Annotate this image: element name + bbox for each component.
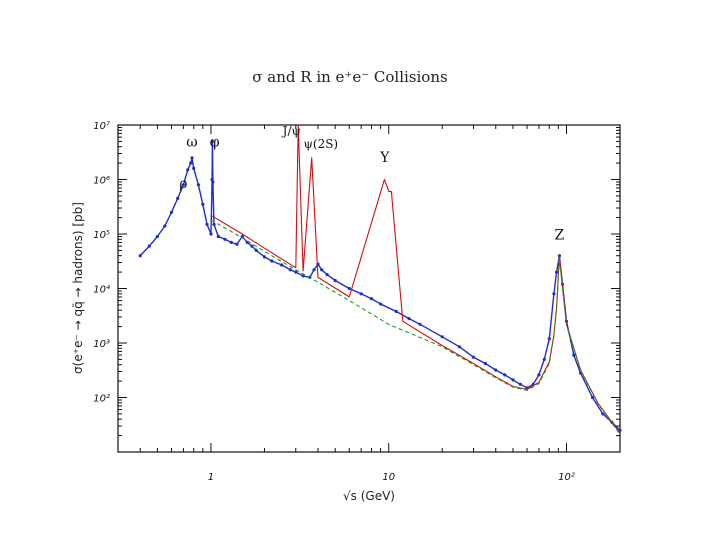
data-point (457, 345, 462, 349)
data-point (138, 254, 142, 258)
x-tick-label: 10² (558, 472, 575, 483)
data-point (163, 224, 167, 228)
data-point (211, 180, 215, 184)
data-point (379, 302, 383, 306)
data-point (547, 337, 551, 341)
y-tick-label: 10³ (93, 339, 110, 350)
data-point (210, 177, 214, 182)
resonance-label: ρ (179, 176, 187, 192)
data-point (471, 355, 476, 359)
data-point (189, 161, 193, 165)
data-point (229, 240, 233, 244)
resonance-label: φ (210, 135, 220, 151)
data-point (333, 278, 337, 283)
data-point (503, 373, 507, 377)
data-point (196, 183, 200, 187)
series-line-0 (139, 140, 621, 431)
data-point (209, 232, 213, 236)
data-point (325, 273, 329, 277)
data-point (212, 222, 216, 226)
series-line-2 (210, 219, 621, 435)
data-point (201, 202, 205, 206)
resonance-label: Z (555, 227, 565, 243)
data-point (235, 242, 239, 246)
data-point (216, 234, 220, 239)
data-point (394, 309, 398, 313)
resonance-label: ω (186, 135, 197, 151)
data-point (618, 428, 622, 432)
data-point (555, 270, 559, 274)
data-point (494, 368, 498, 372)
data-point (537, 373, 541, 377)
data-point (590, 395, 595, 400)
data-point (359, 292, 363, 296)
resonance-label: Υ (379, 150, 390, 166)
y-tick-label: 10⁵ (93, 230, 110, 241)
data-point (210, 139, 214, 143)
data-point (254, 248, 258, 252)
data-point (270, 259, 274, 263)
y-tick-label: 10⁴ (93, 284, 110, 296)
data-point (205, 222, 209, 226)
data-point (147, 244, 151, 248)
x-axis-label: √s (GeV) (343, 489, 395, 503)
x-tick-label: 10 (382, 472, 395, 483)
data-point (280, 263, 284, 267)
data-point (294, 270, 298, 274)
x-tick-label: 1 (208, 472, 214, 483)
data-point (262, 255, 267, 259)
chart-title: σ and R in e⁺e⁻ Collisions (252, 68, 447, 86)
data-point (542, 357, 546, 361)
data-point (288, 268, 292, 272)
data-point (440, 335, 444, 339)
data-point (223, 237, 227, 241)
data-point (155, 234, 159, 239)
data-point (169, 210, 174, 214)
data-point (483, 361, 487, 366)
data-point (518, 382, 522, 386)
data-point (192, 166, 196, 170)
data-point (511, 378, 515, 382)
data-point (407, 317, 411, 321)
axes-layer: 1 10 10² 10² 10³ 10⁴ 10⁵ 10⁶ 10⁷ (93, 121, 621, 483)
data-point (572, 353, 576, 357)
data-point (176, 196, 180, 200)
resonance-label: ψ(2S) (303, 137, 338, 151)
data-point (186, 168, 190, 172)
y-axis-label: σ(e⁺e⁻ → qq̄ → hadrons) [pb] (71, 202, 85, 374)
data-point (369, 297, 374, 301)
data-point (190, 156, 194, 160)
y-tick-label: 10² (93, 394, 110, 405)
data-point (552, 292, 556, 296)
data-point (601, 412, 605, 416)
y-tick-label: 10⁶ (93, 176, 110, 187)
data-point (320, 268, 324, 272)
data-point (301, 274, 305, 278)
data-point (250, 244, 254, 248)
data-point (347, 286, 351, 291)
data-point (181, 183, 185, 187)
data-point (312, 268, 316, 272)
series-layer (138, 124, 622, 435)
annotation-layer: ρ ω φ J/ψψ(2S) Υ Z (179, 124, 564, 243)
plot-frame (117, 124, 621, 453)
data-point (418, 322, 422, 326)
y-tick-label: 10⁷ (93, 121, 110, 132)
resonance-label: J/ψ (281, 124, 301, 138)
series-line-1 (210, 124, 621, 434)
